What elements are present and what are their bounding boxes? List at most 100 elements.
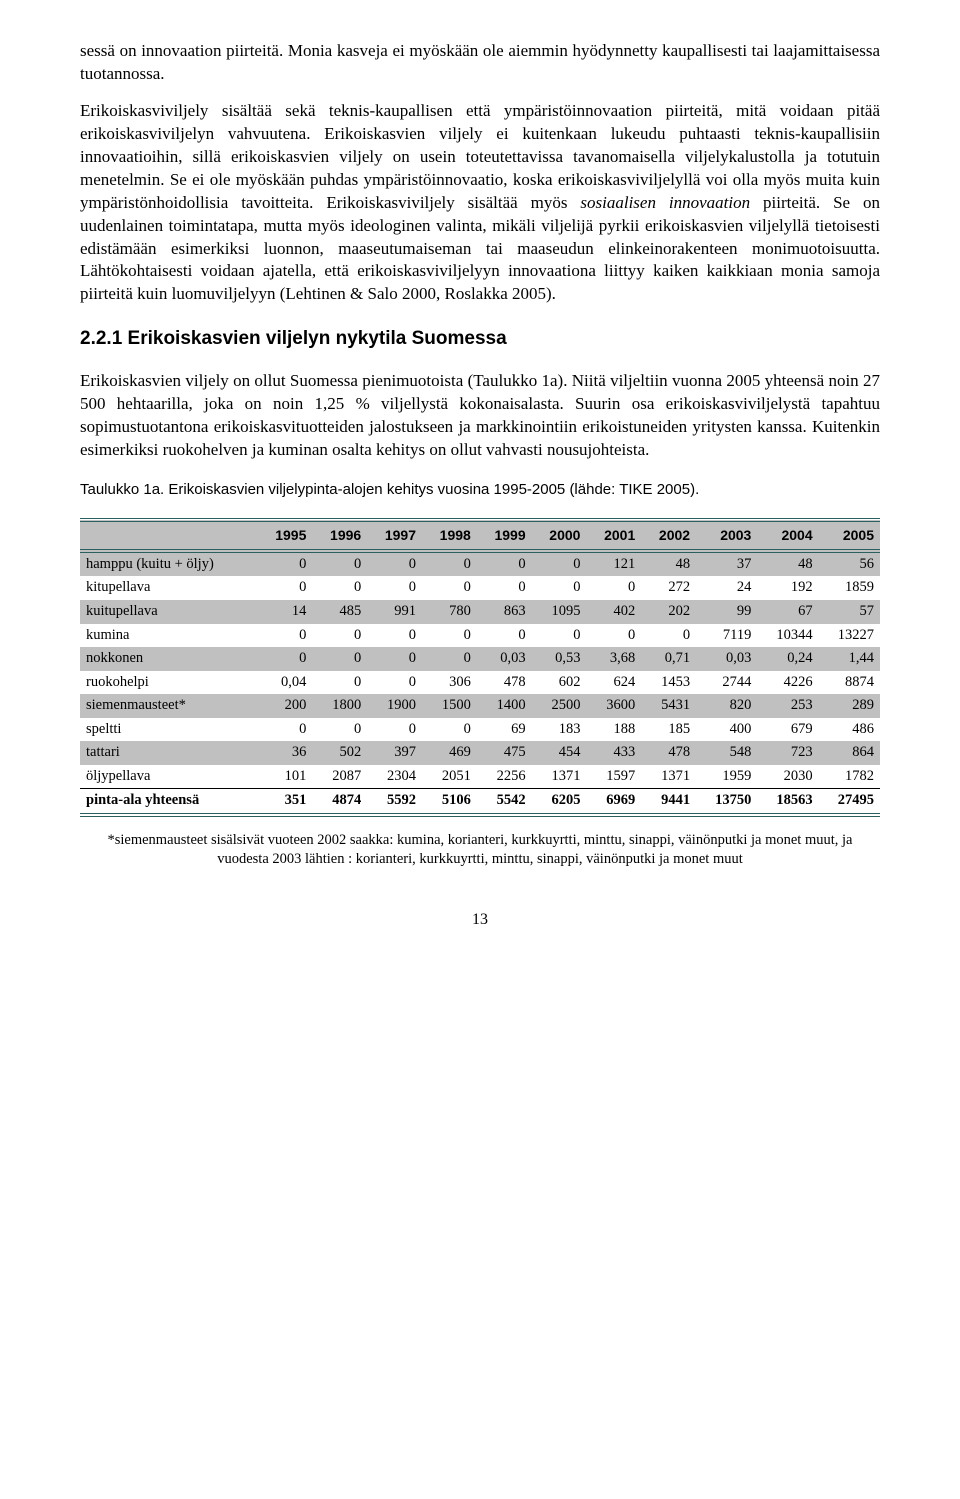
cell-value: 5431 <box>641 694 696 718</box>
cell-value: 0 <box>422 647 477 671</box>
cell-value: 27495 <box>819 789 880 815</box>
cell-value: 0 <box>367 671 422 695</box>
paragraph-main-italic: sosiaalisen innovaation <box>580 193 750 212</box>
cell-value: 454 <box>532 741 587 765</box>
cell-value: 5542 <box>477 789 532 815</box>
cell-value: 723 <box>757 741 818 765</box>
table-caption: Taulukko 1a. Erikoiskasvien viljelypinta… <box>80 480 880 500</box>
cell-value: 13227 <box>819 624 880 648</box>
cell-value: 13750 <box>696 789 757 815</box>
cell-value: 14 <box>258 600 313 624</box>
table-row: kuitupellava1448599178086310954022029967… <box>80 600 880 624</box>
cell-value: 200 <box>258 694 313 718</box>
cell-value: 679 <box>757 718 818 742</box>
row-label: siemenmausteet* <box>80 694 258 718</box>
cell-value: 0 <box>312 718 367 742</box>
cell-value: 37 <box>696 551 757 577</box>
cell-value: 7119 <box>696 624 757 648</box>
cell-value: 0 <box>422 551 477 577</box>
cell-value: 0 <box>258 551 313 577</box>
cell-value: 121 <box>586 551 641 577</box>
cell-value: 188 <box>586 718 641 742</box>
row-label: kumina <box>80 624 258 648</box>
cell-value: 289 <box>819 694 880 718</box>
cell-value: 2051 <box>422 765 477 789</box>
cell-value: 0 <box>586 624 641 648</box>
cell-value: 1371 <box>641 765 696 789</box>
cell-value: 5106 <box>422 789 477 815</box>
cell-value: 0 <box>586 576 641 600</box>
cell-value: 101 <box>258 765 313 789</box>
cell-value: 18563 <box>757 789 818 815</box>
cell-value: 0 <box>312 624 367 648</box>
table-row-total: pinta-ala yhteensä3514874559251065542620… <box>80 789 880 815</box>
cell-value: 864 <box>819 741 880 765</box>
cell-value: 6969 <box>586 789 641 815</box>
table-row: kumina0000000071191034413227 <box>80 624 880 648</box>
cell-value: 48 <box>641 551 696 577</box>
cell-value: 0 <box>532 576 587 600</box>
table-row: siemenmausteet*2001800190015001400250036… <box>80 694 880 718</box>
cell-value: 475 <box>477 741 532 765</box>
cell-value: 56 <box>819 551 880 577</box>
col-year: 2003 <box>696 520 757 551</box>
cell-value: 185 <box>641 718 696 742</box>
cell-value: 2256 <box>477 765 532 789</box>
section-heading: 2.2.1 Erikoiskasvien viljelyn nykytila S… <box>80 326 880 352</box>
col-year: 2000 <box>532 520 587 551</box>
cell-value: 36 <box>258 741 313 765</box>
table-row: tattari36502397469475454433478548723864 <box>80 741 880 765</box>
cell-value: 1782 <box>819 765 880 789</box>
cell-value: 9441 <box>641 789 696 815</box>
cell-value: 0 <box>258 624 313 648</box>
cell-value: 780 <box>422 600 477 624</box>
cell-value: 0 <box>477 576 532 600</box>
cell-value: 0,24 <box>757 647 818 671</box>
cell-value: 0 <box>258 718 313 742</box>
cell-value: 502 <box>312 741 367 765</box>
cell-value: 863 <box>477 600 532 624</box>
cell-value: 272 <box>641 576 696 600</box>
cell-value: 624 <box>586 671 641 695</box>
cell-value: 99 <box>696 600 757 624</box>
cell-value: 2500 <box>532 694 587 718</box>
col-year: 1997 <box>367 520 422 551</box>
cell-value: 548 <box>696 741 757 765</box>
cell-value: 3,68 <box>586 647 641 671</box>
cell-value: 2744 <box>696 671 757 695</box>
cell-value: 4874 <box>312 789 367 815</box>
col-year: 2002 <box>641 520 696 551</box>
row-label: ruokohelpi <box>80 671 258 695</box>
cell-value: 0,71 <box>641 647 696 671</box>
cell-value: 0,04 <box>258 671 313 695</box>
cell-value: 69 <box>477 718 532 742</box>
col-year: 1995 <box>258 520 313 551</box>
page-number: 13 <box>80 909 880 931</box>
cell-value: 192 <box>757 576 818 600</box>
row-label: kuitupellava <box>80 600 258 624</box>
cell-value: 8874 <box>819 671 880 695</box>
cell-value: 602 <box>532 671 587 695</box>
table-row: ruokohelpi0,0400306478602624145327444226… <box>80 671 880 695</box>
cell-value: 1597 <box>586 765 641 789</box>
cell-value: 0,53 <box>532 647 587 671</box>
cell-value: 6205 <box>532 789 587 815</box>
cell-value: 0 <box>258 647 313 671</box>
paragraph-main: Erikoiskasviviljely sisältää sekä teknis… <box>80 100 880 306</box>
cell-value: 0 <box>312 551 367 577</box>
cell-value: 0 <box>422 576 477 600</box>
cell-value: 0 <box>422 624 477 648</box>
row-label: kitupellava <box>80 576 258 600</box>
cell-value: 400 <box>696 718 757 742</box>
paragraph-intro: sessä on innovaation piirteitä. Monia ka… <box>80 40 880 86</box>
cell-value: 2030 <box>757 765 818 789</box>
cell-value: 1,44 <box>819 647 880 671</box>
cell-value: 5592 <box>367 789 422 815</box>
cell-value: 0 <box>367 551 422 577</box>
cell-value: 48 <box>757 551 818 577</box>
col-year: 2001 <box>586 520 641 551</box>
cell-value: 1859 <box>819 576 880 600</box>
cell-value: 0 <box>258 576 313 600</box>
cell-value: 402 <box>586 600 641 624</box>
cell-value: 0 <box>312 671 367 695</box>
